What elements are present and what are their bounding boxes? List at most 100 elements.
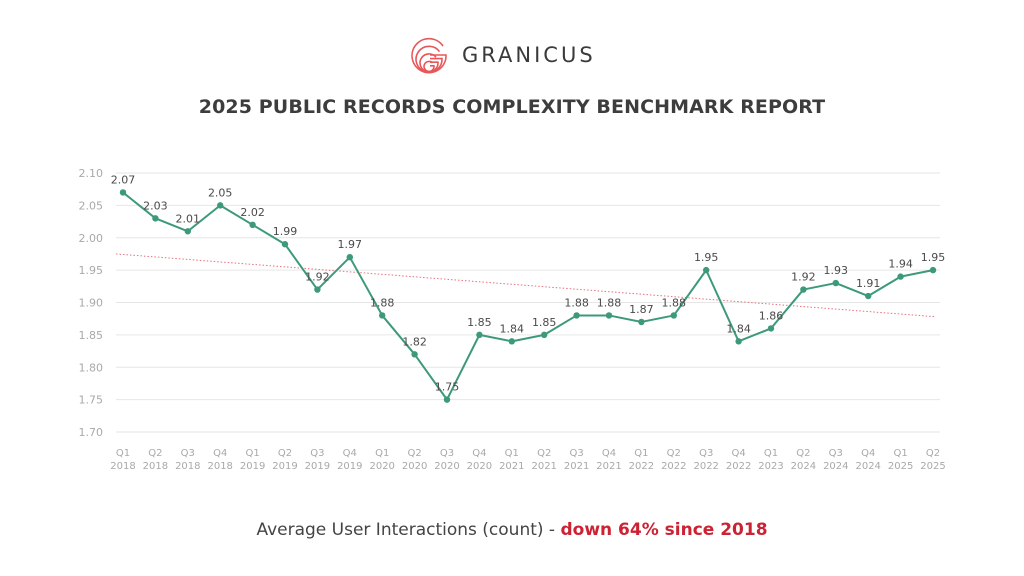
trendline-group [115, 253, 937, 318]
x-tick-label-quarter: Q1 [505, 448, 519, 459]
data-point [152, 215, 159, 222]
data-point [573, 312, 580, 319]
x-tick-label-quarter: Q3 [699, 448, 713, 459]
x-tick-label-quarter: Q4 [213, 448, 227, 459]
data-point [605, 312, 613, 319]
data-label: 1.88 [370, 296, 395, 309]
data-point [119, 189, 127, 196]
x-axis-ticks: Q1 2018 Q2 2018 Q3 2018 Q4 2018 Q1 2019 Q2 2019 Q3 20… [110, 448, 945, 472]
x-tick-label-year: 2023 [758, 461, 783, 472]
data-label: 1.88 [597, 296, 622, 309]
caption-text: Average User Interactions (count) - [256, 520, 561, 540]
data-label: 1.95 [921, 251, 946, 264]
data-point [314, 286, 321, 293]
x-tick-label-year: 2024 [791, 461, 816, 472]
x-tick-label-year: 2020 [434, 461, 459, 472]
data-label: 1.88 [662, 296, 687, 309]
data-point [800, 286, 807, 293]
data-label: 1.92 [791, 271, 816, 284]
data-point [217, 202, 224, 209]
y-tick-label: 2.00 [79, 232, 104, 245]
x-tick-label-year: 2024 [823, 461, 848, 472]
x-tick-label-year: 2020 [467, 461, 492, 472]
data-point [443, 396, 451, 403]
data-label: 1.93 [824, 264, 849, 277]
x-tick-label-year: 2019 [337, 461, 362, 472]
x-tick-label-quarter: Q1 [893, 448, 907, 459]
x-tick-label-quarter: Q1 [245, 448, 259, 459]
x-tick-label-quarter: Q2 [148, 448, 162, 459]
data-label: 1.75 [435, 381, 460, 394]
data-point [638, 318, 645, 326]
data-point [929, 266, 937, 274]
data-point [897, 273, 904, 280]
chart-caption: Average User Interactions (count) - down… [0, 520, 1024, 540]
x-tick-label-quarter: Q3 [440, 448, 454, 459]
trendline [115, 253, 937, 318]
data-label: 1.86 [759, 309, 784, 322]
x-tick-label-quarter: Q4 [343, 448, 357, 459]
data-label: 1.88 [564, 296, 589, 309]
x-tick-label-year: 2020 [402, 461, 427, 472]
x-tick-label-quarter: Q2 [667, 448, 681, 459]
x-tick-label-year: 2022 [661, 461, 686, 472]
y-tick-label: 2.05 [79, 199, 104, 212]
x-tick-label-quarter: Q3 [829, 448, 843, 459]
data-point [670, 312, 677, 319]
data-point [184, 228, 191, 235]
data-point [281, 241, 289, 248]
data-label: 1.87 [629, 303, 654, 316]
x-tick-label-year: 2019 [272, 461, 297, 472]
x-tick-label-quarter: Q2 [537, 448, 551, 459]
gridlines [116, 172, 940, 433]
x-tick-label-quarter: Q3 [310, 448, 324, 459]
data-label: 2.05 [208, 186, 233, 199]
x-tick-label-year: 2020 [369, 461, 394, 472]
data-label: 1.85 [532, 316, 557, 329]
x-tick-label-quarter: Q1 [116, 448, 130, 459]
x-tick-label-year: 2021 [564, 461, 589, 472]
data-labels: 2.07 2.03 2.01 2.05 2.02 1.99 1.92 1.97 1.88 1.82… [111, 173, 946, 393]
x-tick-label-quarter: Q2 [926, 448, 940, 459]
data-label: 1.82 [402, 335, 427, 348]
data-label: 1.91 [856, 277, 881, 290]
y-tick-label: 1.80 [79, 361, 104, 374]
series-group [119, 189, 937, 403]
data-label: 2.07 [111, 173, 136, 186]
y-tick-label: 1.90 [79, 297, 104, 310]
x-tick-label-year: 2022 [693, 461, 718, 472]
data-label: 1.99 [273, 225, 298, 238]
x-tick-label-year: 2025 [888, 461, 913, 472]
x-tick-label-quarter: Q1 [375, 448, 389, 459]
y-tick-label: 1.85 [79, 329, 104, 342]
data-label: 2.03 [143, 199, 168, 212]
x-tick-label-quarter: Q2 [407, 448, 421, 459]
data-label: 1.84 [726, 322, 751, 335]
x-tick-label-year: 2018 [110, 461, 135, 472]
x-tick-label-quarter: Q2 [278, 448, 292, 459]
data-label: 1.85 [467, 316, 492, 329]
y-tick-label: 2.10 [79, 167, 104, 180]
x-tick-label-quarter: Q4 [472, 448, 486, 459]
x-tick-label-quarter: Q2 [796, 448, 810, 459]
y-axis-ticks: 1.70 1.75 1.80 1.85 1.90 1.95 2.00 2.05 2.10 [79, 167, 104, 439]
x-tick-label-year: 2018 [207, 461, 232, 472]
brand-name: GRANICUS [462, 43, 596, 67]
data-point [476, 331, 483, 339]
x-tick-label-year: 2018 [143, 461, 168, 472]
data-point [735, 338, 742, 345]
y-tick-label: 1.70 [79, 426, 104, 439]
brand-logo: GRANICUS [408, 33, 596, 77]
x-tick-label-year: 2021 [499, 461, 524, 472]
y-tick-label: 1.75 [79, 394, 104, 407]
data-point [541, 331, 548, 339]
data-label: 1.92 [305, 271, 330, 284]
x-tick-label-year: 2021 [596, 461, 621, 472]
data-label: 2.01 [176, 212, 201, 225]
data-point [379, 312, 386, 319]
x-tick-label-year: 2022 [629, 461, 654, 472]
y-tick-label: 1.95 [79, 264, 104, 277]
series-line [122, 191, 934, 401]
x-tick-label-year: 2025 [920, 461, 945, 472]
